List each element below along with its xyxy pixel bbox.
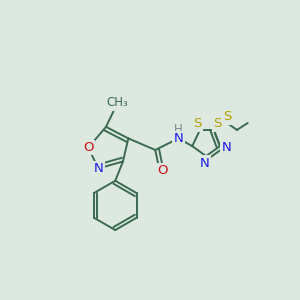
Text: H: H [174, 123, 183, 136]
Text: N: N [173, 132, 183, 145]
Text: S: S [214, 117, 222, 130]
Text: N: N [200, 157, 209, 169]
Text: O: O [83, 141, 94, 154]
Text: CH₃: CH₃ [106, 97, 128, 110]
Text: N: N [93, 162, 103, 175]
Text: S: S [194, 117, 202, 130]
Text: S: S [224, 110, 232, 123]
Text: O: O [157, 164, 167, 177]
Text: N: N [221, 141, 231, 154]
